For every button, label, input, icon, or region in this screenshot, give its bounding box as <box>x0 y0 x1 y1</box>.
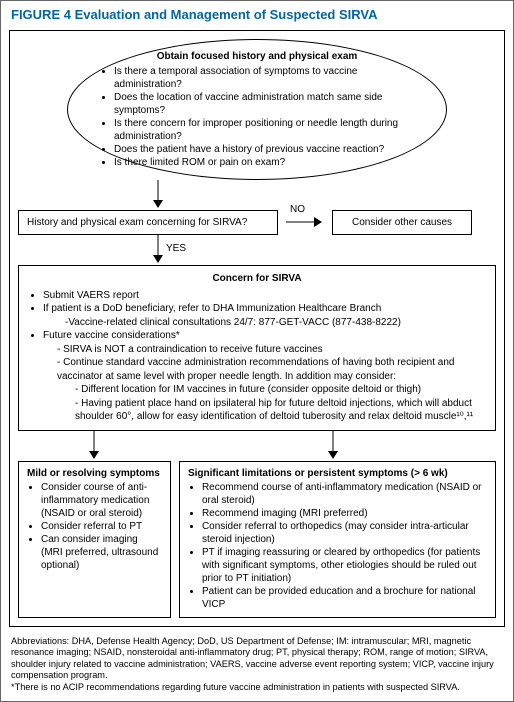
mild-box: Mild or resolving symptoms Consider cour… <box>18 461 171 618</box>
concern-item-text: Future vaccine considerations* <box>43 330 180 341</box>
arrow-down-mild <box>18 431 171 461</box>
arrow-down-1 <box>18 180 496 210</box>
footnote: Abbreviations: DHA, Defense Health Agenc… <box>1 633 513 702</box>
significant-box: Significant limitations or persistent sy… <box>179 461 496 618</box>
outcomes-row: Mild or resolving symptoms Consider cour… <box>18 461 496 618</box>
mild-heading: Mild or resolving symptoms <box>27 468 162 479</box>
concern-item: Future vaccine considerations* SIRVA is … <box>43 329 487 424</box>
flowchart: Obtain focused history and physical exam… <box>9 30 505 627</box>
concern-sub: Continue standard vaccine administration… <box>57 356 487 424</box>
start-q: Does the location of vaccine administrat… <box>114 91 428 117</box>
start-q: Is there limited ROM or pain on exam? <box>114 156 428 169</box>
mild-item: Consider referral to PT <box>41 520 162 533</box>
sig-heading: Significant limitations or persistent sy… <box>188 468 487 479</box>
start-node: Obtain focused history and physical exam… <box>67 39 447 180</box>
concern-subsub: Having patient place hand on ipsilateral… <box>75 397 487 424</box>
sig-item: Recommend imaging (MRI preferred) <box>202 507 487 520</box>
other-causes-box: Consider other causes <box>332 210 472 235</box>
acip-note: *There is no ACIP recommendations regard… <box>11 682 503 694</box>
sig-item: Recommend course of anti-inflammatory me… <box>202 481 487 507</box>
start-questions: Is there a temporal association of sympt… <box>86 65 428 169</box>
concern-item: If patient is a DoD beneficiary, refer t… <box>43 302 487 329</box>
start-q: Is there concern for improper positionin… <box>114 117 428 143</box>
start-q: Is there a temporal association of sympt… <box>114 65 428 91</box>
arrow-yes-wrap: YES <box>148 235 496 265</box>
mild-item: Consider course of anti-inflammatory med… <box>41 481 162 520</box>
decision-row: History and physical exam concerning for… <box>18 210 496 235</box>
concern-subsub: Different location for IM vaccines in fu… <box>75 383 487 397</box>
mild-item: Can consider imaging (MRI preferred, ult… <box>41 533 162 572</box>
concern-box: Concern for SIRVA Submit VAERS report If… <box>18 265 496 431</box>
concern-item: Submit VAERS report <box>43 289 487 303</box>
sig-item: Consider referral to orthopedics (may co… <box>202 520 487 546</box>
figure-container: FIGURE 4 Evaluation and Management of Su… <box>0 0 514 702</box>
start-heading: Obtain focused history and physical exam <box>86 50 428 63</box>
figure-label: FIGURE 4 <box>11 7 71 22</box>
arrow-down-sig <box>171 431 496 461</box>
concern-heading: Concern for SIRVA <box>27 272 487 286</box>
decision-box: History and physical exam concerning for… <box>18 210 278 235</box>
yes-label: YES <box>166 243 186 254</box>
concern-sub-text: Continue standard vaccine administration… <box>57 357 454 382</box>
concern-subtext: -Vaccine-related clinical consultations … <box>43 316 487 330</box>
concern-item-text: If patient is a DoD beneficiary, refer t… <box>43 303 381 314</box>
figure-title-row: FIGURE 4 Evaluation and Management of Su… <box>1 1 513 26</box>
sig-item: PT if imaging reassuring or cleared by o… <box>202 546 487 585</box>
figure-title: Evaluation and Management of Suspected S… <box>75 7 378 22</box>
sig-item: Patient can be provided education and a … <box>202 585 487 611</box>
abbreviations: Abbreviations: DHA, Defense Health Agenc… <box>11 636 503 682</box>
concern-sub: SIRVA is NOT a contraindication to recei… <box>57 343 487 357</box>
arrows-split <box>18 431 496 461</box>
start-q: Does the patient have a history of previ… <box>114 143 428 156</box>
arrow-no: NO <box>286 222 324 223</box>
